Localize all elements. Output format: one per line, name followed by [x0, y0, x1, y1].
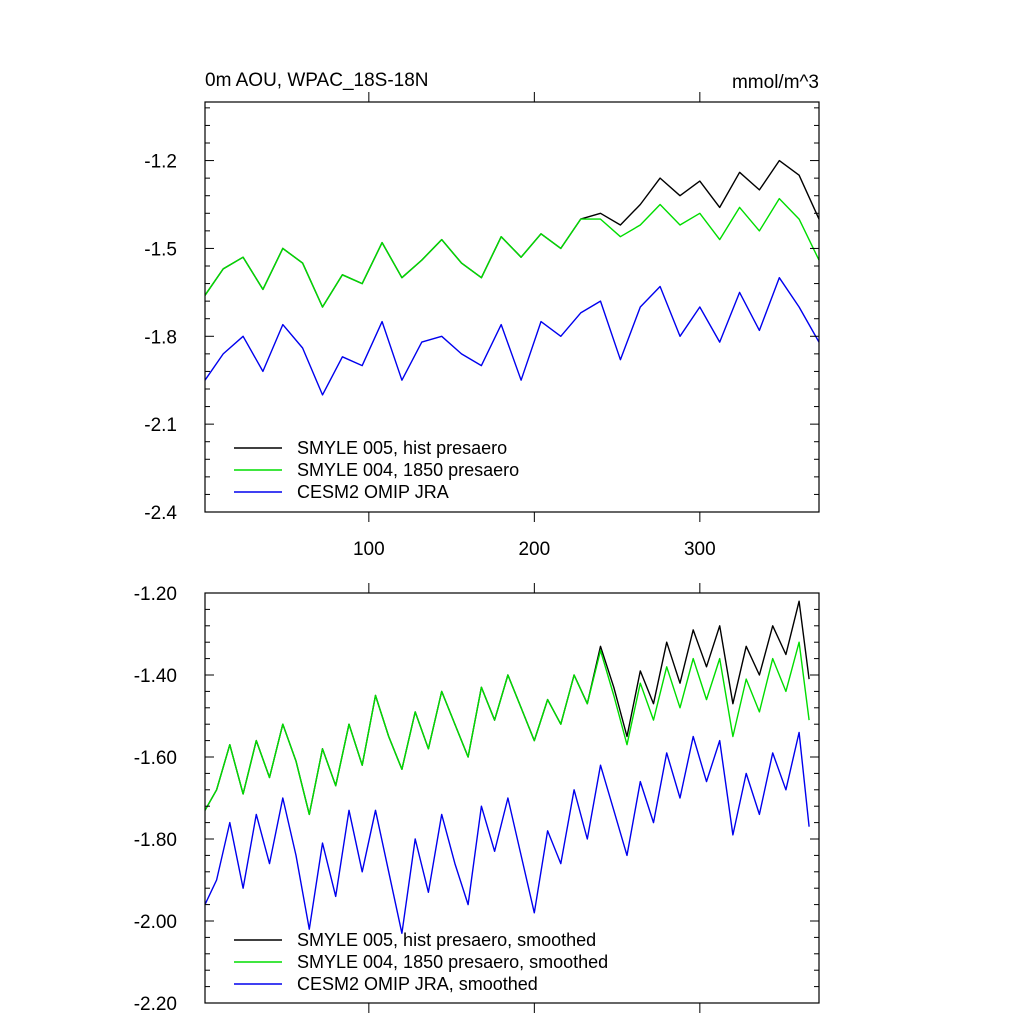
legend-label: SMYLE 005, hist presaero	[297, 438, 507, 458]
legend-label: SMYLE 004, 1850 presaero, smoothed	[297, 952, 608, 972]
legend-label: CESM2 OMIP JRA	[297, 482, 449, 502]
y-tick-label: -2.00	[134, 912, 177, 933]
series-line-0	[204, 159, 820, 308]
units-label: mmol/m^3	[732, 72, 819, 93]
series-line-2	[204, 731, 810, 934]
legend-label: SMYLE 004, 1850 presaero	[297, 460, 519, 480]
legend-label: CESM2 OMIP JRA, smoothed	[297, 974, 538, 994]
y-tick-label: -2.1	[144, 415, 177, 436]
series-line-1	[204, 641, 810, 816]
y-tick-label: -2.20	[134, 994, 177, 1015]
chart-title: 0m AOU, WPAC_18S-18N	[205, 70, 429, 91]
x-tick-label: 200	[518, 539, 550, 560]
y-tick-label: -1.5	[144, 239, 177, 260]
y-tick-label: -1.8	[144, 327, 177, 348]
bottom-legend: SMYLE 005, hist presaero, smoothedSMYLE …	[234, 930, 608, 994]
top-chart-panel: 0m AOU, WPAC_18S-18N mmol/m^3 -2.4 -2.1 -1…	[144, 70, 820, 560]
top-axes: -2.4 -2.1 -1.8 -1.5 -1.2 100 200 300	[144, 92, 819, 560]
bottom-plot-frame	[204, 592, 820, 1004]
y-tick-label: -1.80	[134, 830, 177, 851]
bottom-axes: -2.20 -2.00 -1.80 -1.60 -1.40 -1.20	[134, 583, 819, 1015]
bottom-chart-panel: -2.20 -2.00 -1.80 -1.60 -1.40 -1.20 SMYLE 005…	[134, 583, 820, 1015]
y-tick-label: -1.2	[144, 152, 177, 173]
bottom-series-group	[204, 600, 810, 934]
top-plot-frame	[204, 101, 820, 513]
x-tick-label: 100	[353, 539, 385, 560]
series-line-2	[204, 277, 820, 396]
y-tick-label: -2.4	[144, 503, 177, 524]
legend-label: SMYLE 005, hist presaero, smoothed	[297, 930, 596, 950]
x-tick-label: 300	[684, 539, 716, 560]
y-tick-label: -1.60	[134, 748, 177, 769]
top-series-group	[204, 159, 820, 396]
series-line-1	[204, 197, 820, 308]
series-line-0	[204, 600, 810, 816]
y-tick-label: -1.20	[134, 584, 177, 605]
y-tick-label: -1.40	[134, 666, 177, 687]
